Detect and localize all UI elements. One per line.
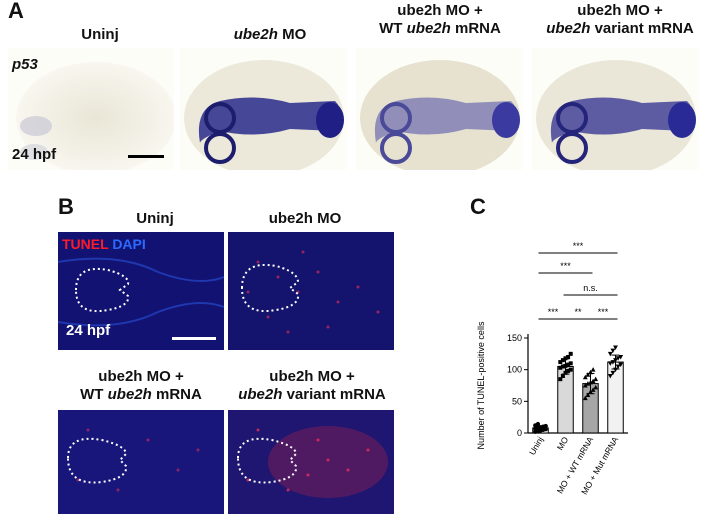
panel-b-image-variant-mrna	[228, 410, 394, 514]
significance-label: ***	[548, 307, 559, 317]
data-point	[607, 351, 613, 357]
data-point	[582, 374, 588, 380]
data-point	[613, 345, 618, 350]
data-point	[560, 358, 565, 363]
data-point	[566, 368, 571, 373]
data-point	[585, 392, 591, 397]
data-point	[560, 364, 565, 369]
data-point	[593, 384, 599, 390]
panel-b-mo-label: ube2h MO	[268, 210, 342, 227]
significance-label: n.s.	[583, 283, 598, 293]
data-point	[563, 356, 568, 361]
bar-1	[557, 366, 574, 434]
panel-b-uninj-label: Uninj	[136, 210, 174, 227]
data-point	[610, 360, 616, 365]
panel-a-gene-label: p53	[12, 56, 38, 73]
significance-label: **	[574, 307, 582, 317]
data-point	[590, 387, 596, 392]
panel-a-col3-label: ube2h MO + WT ube2h mRNA	[379, 2, 501, 37]
x-tick-label: MO	[555, 435, 571, 452]
data-point	[585, 381, 591, 386]
data-point	[582, 395, 588, 401]
y-tick-label: 150	[507, 333, 522, 343]
panel-a-image-variant-mrna	[532, 48, 698, 170]
data-point	[543, 423, 548, 429]
data-point	[593, 376, 599, 382]
data-point	[590, 367, 596, 372]
panel-b-wt-mrna-label: ube2h MO + WT ube2h mRNA	[80, 368, 202, 403]
significance-label: ***	[573, 241, 584, 251]
data-point	[582, 383, 588, 388]
significance-label: ***	[560, 261, 571, 271]
panel-a-scale-bar	[128, 155, 164, 158]
panel-a-col4-label: ube2h MO + ube2h variant mRNA	[546, 2, 694, 37]
data-point	[566, 355, 571, 359]
panel-a-image-mo	[180, 48, 346, 170]
data-point	[535, 421, 541, 427]
data-point	[607, 361, 613, 366]
significance-label: ***	[598, 307, 609, 317]
panel-a-image-uninj	[8, 48, 174, 170]
tunel-stain-label: TUNEL	[62, 236, 109, 252]
data-point	[610, 348, 616, 354]
y-tick-label: 100	[507, 365, 522, 375]
data-point	[615, 364, 621, 369]
panel-c-letter: C	[470, 194, 486, 219]
panel-b-stain-legend: TUNEL DAPI	[62, 236, 146, 252]
panel-a-col2-label: ube2h MO	[233, 26, 307, 43]
panel-a-letter: A	[8, 0, 24, 23]
data-point	[566, 362, 571, 367]
data-point	[568, 361, 573, 366]
panel-b-stage-label: 24 hpf	[66, 322, 111, 339]
data-point	[585, 372, 591, 377]
data-point	[558, 360, 563, 365]
data-point	[560, 374, 565, 378]
bar-3	[607, 361, 624, 434]
panel-a-stage-label: 24 hpf	[12, 146, 57, 163]
data-point	[615, 356, 621, 361]
data-point	[610, 370, 616, 376]
x-tick-label: Uninj	[527, 435, 545, 457]
panel-a-col1-label: Uninj	[81, 26, 119, 43]
panel-b-letter: B	[58, 194, 74, 219]
data-point	[590, 378, 596, 384]
panel-c-chart: 0 50 100 150 Number of TUNEL-positive cells U…	[476, 241, 628, 496]
panel-b-image-wt-mrna	[58, 410, 224, 514]
data-point	[558, 365, 563, 370]
dapi-stain-label: DAPI	[112, 236, 146, 252]
y-tick-label: 50	[512, 396, 522, 406]
panel-b-image-uninj	[58, 232, 224, 350]
y-tick-label: 0	[517, 428, 522, 438]
data-point	[618, 362, 624, 368]
y-axis-label: Number of TUNEL-positive cells	[476, 321, 486, 449]
data-point	[607, 374, 613, 379]
data-point	[568, 351, 573, 356]
panel-b-scale-bar	[172, 337, 216, 340]
panel-b-image-mo	[228, 232, 394, 350]
panel-b-variant-mrna-label: ube2h MO + ube2h variant mRNA	[238, 368, 386, 403]
data-point	[618, 355, 624, 360]
panel-a-image-wt-mrna	[356, 48, 522, 170]
data-point	[568, 367, 573, 372]
data-point	[558, 377, 563, 382]
